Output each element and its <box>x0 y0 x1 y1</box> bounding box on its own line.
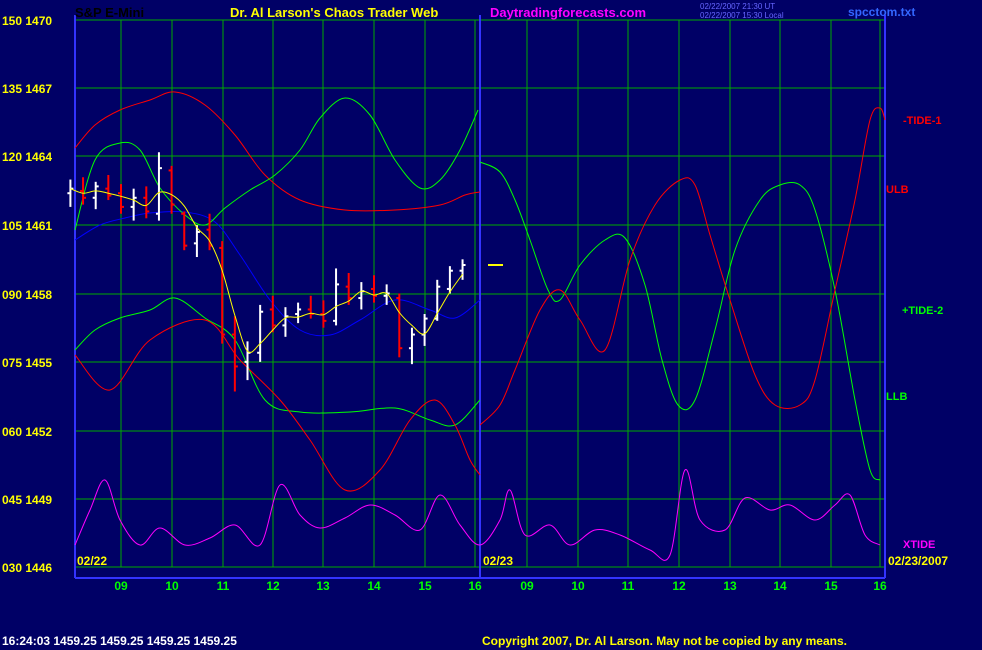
tide2-forecast-line <box>479 161 881 481</box>
y-axis-label: 135 1467 <box>2 82 52 96</box>
lower-band-line <box>74 297 481 427</box>
y-axis-label: 120 1464 <box>2 150 52 164</box>
grid-lines <box>75 19 885 568</box>
xtide-cycle-line <box>74 469 881 561</box>
x-tick-label: 16 <box>873 579 887 593</box>
slow-average-line <box>74 210 481 337</box>
series-label: XTIDE <box>903 539 935 551</box>
y-axis-label: 105 1461 <box>2 219 52 233</box>
x-tick-label: 15 <box>824 579 838 593</box>
x-tick-label: 12 <box>672 579 686 593</box>
x-tick-label: 15 <box>418 579 432 593</box>
date-label: 02/23 <box>483 554 513 568</box>
upper-band-line <box>74 91 481 212</box>
series-label: LLB <box>886 391 907 403</box>
y-axis-label: 045 1449 <box>2 493 52 507</box>
tide1-forecast-line <box>479 107 886 426</box>
series-label: +TIDE-2 <box>902 305 943 317</box>
x-tick-label: 10 <box>571 579 585 593</box>
x-tick-label: 12 <box>266 579 280 593</box>
axis-labels: 150 1470 135 1467 120 1464 105 1461 090 1458… <box>2 14 948 593</box>
tide1-segment-day1 <box>74 318 481 492</box>
date-label: 02/22 <box>77 554 107 568</box>
series-label: -TIDE-1 <box>903 115 942 127</box>
x-tick-label: 09 <box>520 579 534 593</box>
y-axis-label: 060 1452 <box>2 425 52 439</box>
timestamp-local: 02/22/2007 15:30 Local <box>700 11 784 20</box>
x-tick-label: 14 <box>773 579 787 593</box>
forecast-curves <box>74 91 886 561</box>
y-axis-label: 090 1458 <box>2 288 52 302</box>
instrument-title: S&P E-Mini <box>75 5 145 20</box>
data-file-name: spcctom.txt <box>848 5 916 19</box>
y-axis-label: 030 1446 <box>2 561 52 575</box>
x-tick-label: 14 <box>367 579 381 593</box>
quote-ticker: 16:24:03 1459.25 1459.25 1459.25 1459.25 <box>2 634 237 648</box>
y-axis-label: 150 1470 <box>2 14 52 28</box>
x-tick-label: 09 <box>114 579 128 593</box>
site-title: Dr. Al Larson's Chaos Trader Web <box>230 5 439 20</box>
price-bars <box>67 152 466 392</box>
x-tick-label: 10 <box>165 579 179 593</box>
x-tick-label: 13 <box>316 579 330 593</box>
copyright-notice: Copyright 2007, Dr. Al Larson. May not b… <box>482 634 847 648</box>
fast-average-line <box>70 188 464 353</box>
timestamp: 02/22/2007 21:30 UT 02/22/2007 15:30 Loc… <box>700 2 784 20</box>
x-tick-label: 11 <box>622 579 635 593</box>
site-url[interactable]: Daytradingforecasts.com <box>490 5 647 20</box>
timestamp-ut: 02/22/2007 21:30 UT <box>700 2 776 11</box>
x-tick-label: 16 <box>468 579 482 593</box>
x-tick-label: 13 <box>723 579 737 593</box>
series-label: ULB <box>886 184 909 196</box>
date-label: 02/23/2007 <box>888 554 948 568</box>
tide2-segment-day1 <box>74 97 479 231</box>
y-axis-label: 075 1455 <box>2 356 52 370</box>
axis-lines <box>74 15 886 579</box>
x-tick-label: 11 <box>217 579 230 593</box>
